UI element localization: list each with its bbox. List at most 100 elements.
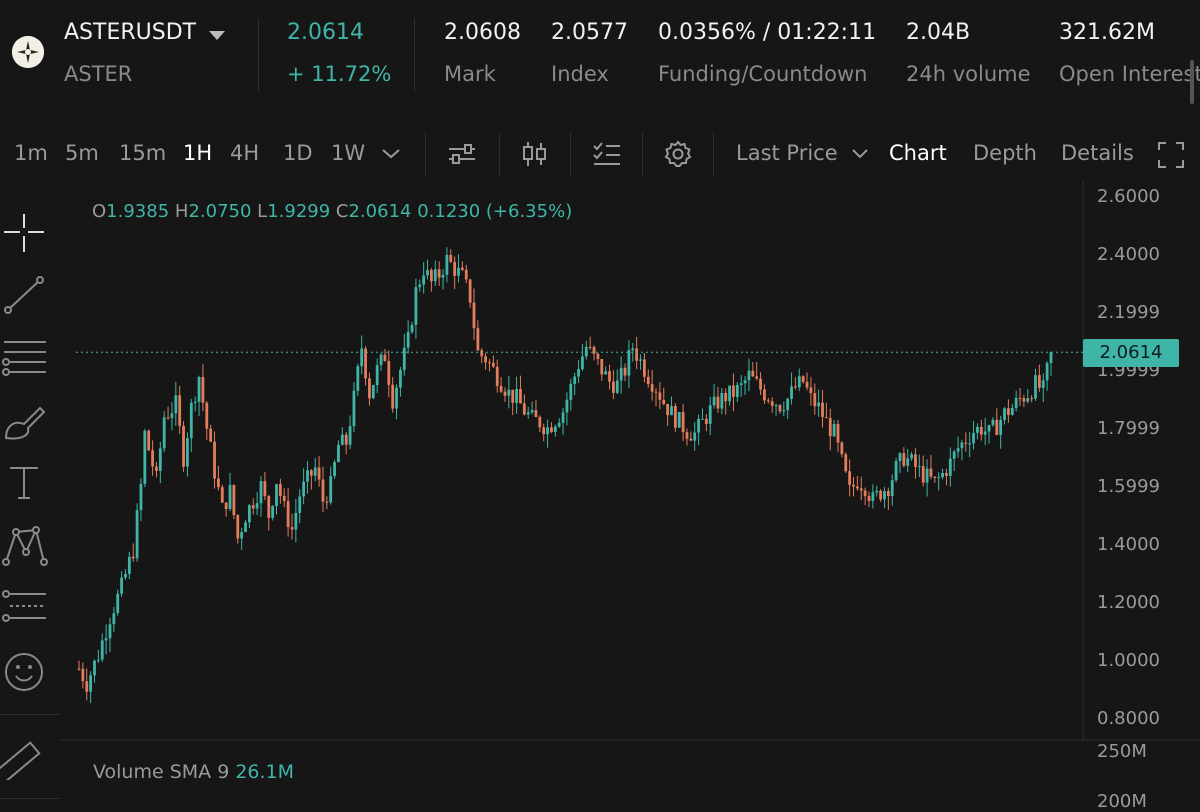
candle-body	[321, 479, 325, 502]
price-tick: 2.6000	[1097, 186, 1160, 207]
candle-body	[581, 356, 584, 370]
candle-body	[313, 467, 317, 476]
candle-body	[991, 419, 995, 426]
candle-body	[422, 275, 426, 285]
divider	[499, 132, 500, 176]
header-scrollbar[interactable]	[1190, 60, 1194, 104]
open-value: 1.9385	[106, 201, 170, 222]
funding-label: Funding/Countdown	[658, 62, 868, 86]
candle-body	[635, 348, 639, 361]
timeframe-1d[interactable]: 1D	[283, 141, 313, 165]
candle-body	[472, 302, 476, 329]
candle-body	[460, 267, 464, 270]
candle-body	[1014, 397, 1018, 408]
candle-body	[600, 358, 604, 375]
candle-body	[1022, 398, 1026, 402]
pattern-icon[interactable]	[0, 522, 52, 570]
crosshair-icon[interactable]	[0, 210, 52, 258]
candle-body	[972, 432, 975, 444]
timeframe-4h[interactable]: 4H	[230, 141, 260, 165]
candle-body	[786, 398, 790, 411]
gear-icon[interactable]	[664, 140, 692, 172]
emoji-icon[interactable]	[0, 648, 52, 696]
divider	[0, 798, 60, 799]
candle-body	[445, 254, 449, 275]
tab-chart[interactable]: Chart	[889, 141, 947, 165]
candle-body	[1026, 398, 1030, 402]
candle-body	[131, 556, 135, 559]
candle-body	[213, 441, 216, 479]
candle-body	[693, 432, 697, 441]
candle-body	[732, 385, 735, 397]
candle-body	[155, 466, 158, 471]
candle-body	[890, 480, 894, 497]
candle-body	[964, 442, 968, 444]
checklist-icon[interactable]	[592, 140, 622, 172]
candle-body	[96, 659, 100, 661]
chevron-down-icon[interactable]	[380, 146, 402, 165]
candle-body	[673, 406, 677, 428]
candle-body	[712, 396, 716, 406]
candle-body	[937, 477, 941, 479]
brush-icon[interactable]	[0, 398, 52, 446]
candle-body	[488, 362, 491, 364]
candle-body	[1045, 363, 1049, 381]
candle-body	[414, 287, 418, 325]
candle-body	[976, 426, 979, 433]
candle-body	[387, 361, 391, 385]
candle-body	[666, 404, 670, 416]
candle-body	[983, 431, 987, 435]
tab-depth[interactable]: Depth	[973, 141, 1037, 165]
horizontal-lines-icon[interactable]	[0, 332, 52, 380]
candle-body	[979, 426, 983, 435]
change-percent: + 11.72%	[287, 62, 392, 86]
timeframe-1w[interactable]: 1W	[331, 141, 366, 165]
candle-body	[499, 385, 503, 392]
candle-body	[534, 410, 538, 418]
price-tick: 1.5999	[1097, 476, 1160, 497]
chevron-down-icon[interactable]	[209, 31, 225, 40]
candle-body	[546, 427, 549, 435]
trendline-icon[interactable]	[0, 272, 52, 320]
timeframe-1h[interactable]: 1H	[183, 141, 213, 165]
candle-body	[948, 458, 952, 476]
candle-body	[170, 413, 174, 418]
candle-body	[619, 367, 623, 381]
current-price-tag: 2.0614	[1083, 339, 1179, 367]
candle-body	[162, 417, 166, 449]
candle-body	[325, 501, 329, 503]
candle-body	[511, 389, 515, 403]
candle-body	[716, 396, 720, 409]
candle-body	[906, 458, 910, 466]
candle-body	[515, 388, 518, 403]
tab-details[interactable]: Details	[1061, 141, 1134, 165]
text-icon[interactable]	[0, 460, 52, 508]
candle-body	[182, 425, 185, 467]
candle-body	[817, 402, 821, 407]
candle-body	[650, 384, 654, 392]
candle-body	[410, 324, 414, 332]
symbol-selector[interactable]: ASTERUSDT	[64, 20, 197, 45]
candle-body	[774, 405, 778, 407]
timeframe-5m[interactable]: 5m	[65, 141, 99, 165]
candle-body	[766, 400, 770, 402]
aster-logo-icon	[12, 36, 44, 68]
timeframe-15m[interactable]: 15m	[119, 141, 167, 165]
price-chart[interactable]	[0, 180, 1200, 805]
candle-body	[480, 350, 484, 357]
candle-type-icon[interactable]	[521, 140, 549, 172]
timeframe-1m[interactable]: 1m	[14, 141, 48, 165]
chevron-down-icon[interactable]	[850, 146, 870, 165]
candle-body	[724, 392, 728, 402]
ruler-icon[interactable]	[0, 732, 52, 789]
price-type-selector[interactable]: Last Price	[736, 141, 838, 165]
fib-icon[interactable]	[0, 584, 52, 632]
fullscreen-icon[interactable]	[1157, 141, 1185, 173]
price-tick: 1.0000	[1097, 650, 1160, 671]
volume-24h-label: 24h volume	[906, 62, 1031, 86]
indicators-icon[interactable]	[447, 142, 477, 170]
volume-indicator-value: 26.1M	[235, 761, 295, 783]
divider	[642, 132, 643, 176]
candle-body	[863, 490, 867, 497]
funding-value: 0.0356% / 01:22:11	[658, 20, 877, 45]
